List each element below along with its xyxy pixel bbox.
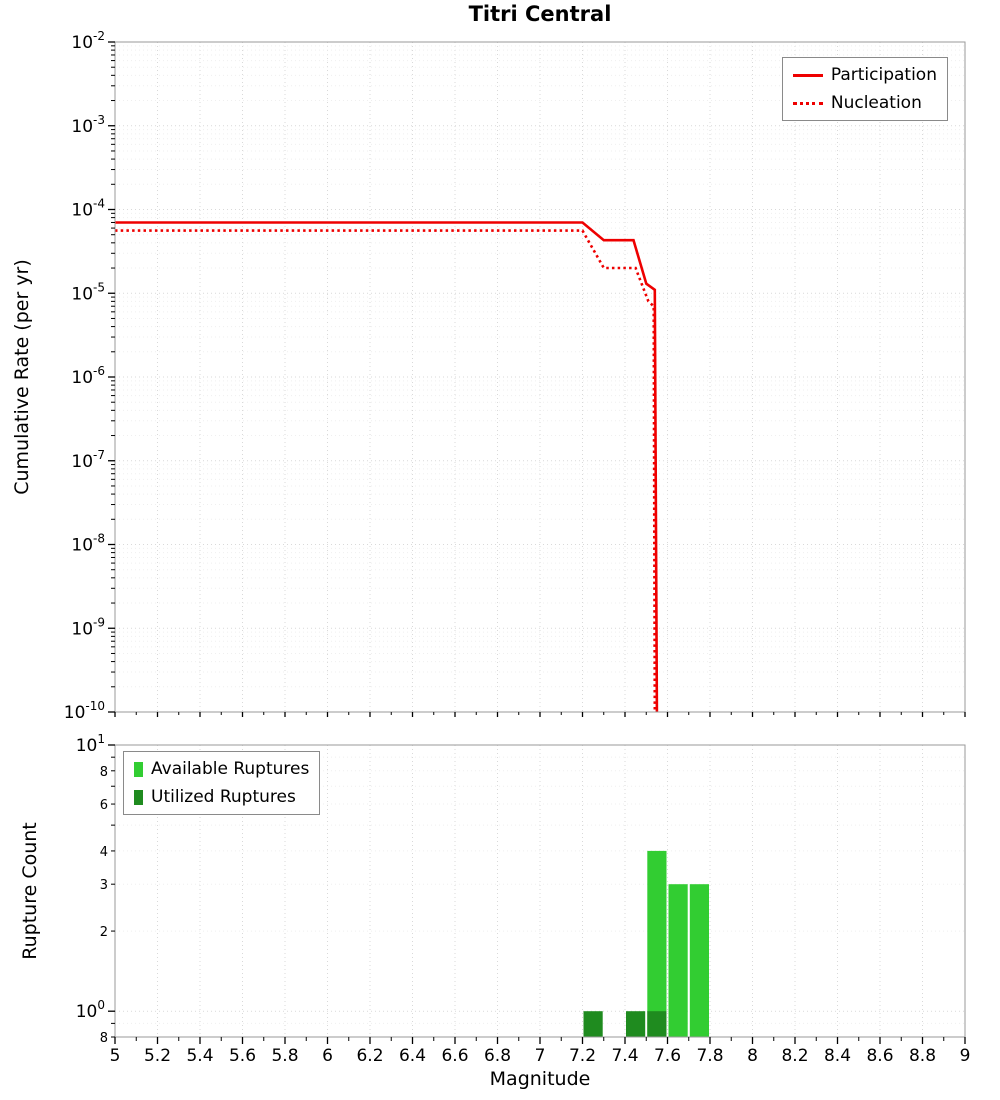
y-tick-label: 10-5 <box>71 280 105 304</box>
x-tick-label: 7.6 <box>654 1046 681 1066</box>
chart-title: Titri Central <box>468 2 612 26</box>
y-tick-label: 10-3 <box>71 113 105 137</box>
participation-line-sample <box>792 73 823 77</box>
y-tick-label: 100 <box>76 998 105 1022</box>
x-tick-label: 8.8 <box>909 1046 936 1066</box>
x-tick-label: 5 <box>110 1046 121 1066</box>
x-tick-label: 6.6 <box>441 1046 468 1066</box>
x-tick-label: 8.4 <box>824 1046 851 1066</box>
x-tick-label: 8.2 <box>781 1046 808 1066</box>
y-tick-label: 10-2 <box>71 29 105 53</box>
x-tick-label: 6.8 <box>484 1046 511 1066</box>
nucleation-curve <box>115 229 657 713</box>
y-tick-label: 10-9 <box>71 615 105 639</box>
available-bar <box>689 884 709 1037</box>
rupture-bars <box>583 850 709 1037</box>
bottom-y-axis-label: Rupture Count <box>19 822 41 960</box>
axes: 10-2 10-3 10-4 10-5 10-6 10-7 10-8 10-9 10-10 5 5.… <box>64 29 971 1066</box>
legend-label-nucleation: Nucleation <box>830 93 922 113</box>
legend-label-utilized: Utilized Ruptures <box>151 787 296 807</box>
y-tick-label: 10-7 <box>71 448 105 472</box>
available-bar <box>647 850 667 1037</box>
x-axis-label: Magnitude <box>489 1068 591 1090</box>
y-tick-label: 2 <box>100 925 108 940</box>
available-swatch <box>134 761 143 777</box>
x-tick-label: 9 <box>960 1046 971 1066</box>
rupture-legend: Available Ruptures Utilized Ruptures <box>123 751 321 815</box>
gridlines <box>114 41 966 1037</box>
x-tick-label: 5.6 <box>229 1046 256 1066</box>
x-tick-label: 8 <box>747 1046 758 1066</box>
utilized-swatch <box>134 789 143 805</box>
legend-item-available: Available Ruptures <box>134 755 309 783</box>
rate-curves <box>115 221 659 713</box>
nucleation-line-sample <box>792 101 823 105</box>
x-tick-label: 5.4 <box>186 1046 213 1066</box>
y-tick-label: 3 <box>100 878 108 893</box>
legend-label-participation: Participation <box>830 65 937 85</box>
y-tick-label: 8 <box>100 765 108 780</box>
legend-label-available: Available Ruptures <box>151 759 310 779</box>
x-tick-label: 8.6 <box>866 1046 893 1066</box>
x-tick-label: 6 <box>322 1046 333 1066</box>
utilized-bar <box>647 1011 667 1037</box>
y-tick-label: 10-8 <box>71 532 105 556</box>
y-tick-label: 10-10 <box>64 699 105 723</box>
x-tick-label: 5.8 <box>271 1046 298 1066</box>
utilized-bar <box>583 1011 603 1037</box>
x-tick-label: 6.4 <box>399 1046 426 1066</box>
x-tick-label: 6.2 <box>356 1046 383 1066</box>
legend-item-participation: Participation <box>792 61 937 89</box>
y-tick-label: 4 <box>100 845 108 860</box>
y-tick-label: 6 <box>100 798 108 813</box>
top-y-axis-label: Cumulative Rate (per yr) <box>11 259 33 495</box>
available-bar <box>668 884 688 1037</box>
y-tick-label: 8 <box>100 1031 108 1046</box>
utilized-bar <box>626 1011 646 1037</box>
participation-curve <box>115 221 659 713</box>
x-tick-label: 5.2 <box>144 1046 171 1066</box>
x-tick-label: 7.4 <box>611 1046 638 1066</box>
x-tick-label: 7.8 <box>696 1046 723 1066</box>
x-tick-label: 7 <box>535 1046 546 1066</box>
legend-item-nucleation: Nucleation <box>792 89 937 117</box>
y-tick-label: 10-6 <box>71 364 105 388</box>
y-tick-label: 10-4 <box>71 197 105 221</box>
x-tick-label: 7.2 <box>569 1046 596 1066</box>
rate-legend: Participation Nucleation <box>781 57 948 121</box>
y-tick-label: 101 <box>76 732 105 756</box>
legend-item-utilized: Utilized Ruptures <box>134 783 309 811</box>
